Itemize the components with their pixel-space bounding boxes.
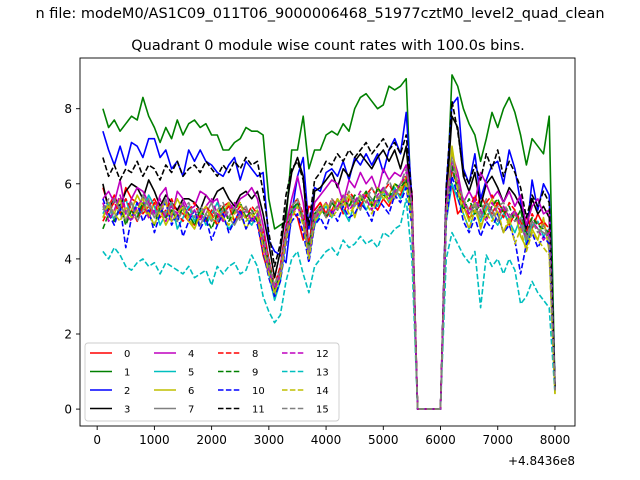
x-tick-label: 0 xyxy=(93,433,101,447)
plot-lines xyxy=(102,74,556,410)
series-line-10 xyxy=(102,175,556,410)
series-line-1 xyxy=(102,74,556,410)
legend-label-14: 14 xyxy=(316,386,329,397)
y-tick-label: 8 xyxy=(64,102,72,116)
legend-label-11: 11 xyxy=(252,405,265,416)
axes: 0 1000 2000 3000 4000 5000 6000 7000 8000 0 2 4 6 8 xyxy=(64,57,576,447)
x-tick-label: 2000 xyxy=(196,433,227,447)
legend-label-15: 15 xyxy=(316,405,329,416)
series-line-4 xyxy=(102,153,556,410)
x-tick-label: 6000 xyxy=(425,433,456,447)
series-line-3 xyxy=(102,115,556,410)
series-line-14 xyxy=(102,149,556,410)
legend-label-10: 10 xyxy=(252,386,265,397)
x-tick-label: 7000 xyxy=(482,433,513,447)
legend-label-13: 13 xyxy=(316,368,329,379)
x-tick-label: 5000 xyxy=(368,433,399,447)
x-tick-label: 4000 xyxy=(311,433,342,447)
legend-label-6: 6 xyxy=(188,386,194,397)
legend-label-3: 3 xyxy=(124,405,130,416)
legend-label-8: 8 xyxy=(252,349,258,360)
x-tick-label: 8000 xyxy=(540,433,571,447)
legend-label-0: 0 xyxy=(124,349,130,360)
legend-label-12: 12 xyxy=(316,349,329,360)
legend-label-4: 4 xyxy=(188,349,194,360)
series-line-13 xyxy=(102,198,556,410)
series-line-5 xyxy=(102,183,556,410)
series-line-15 xyxy=(102,156,556,410)
x-offset-label: +4.8436e8 xyxy=(508,454,575,468)
y-tick-label: 0 xyxy=(64,403,72,417)
x-tick-label: 3000 xyxy=(254,433,285,447)
y-tick-label: 4 xyxy=(64,252,72,266)
figure-suptitle: n file: modeM0/AS1C09_011T06_9000006468_… xyxy=(35,6,604,22)
legend-label-9: 9 xyxy=(252,368,258,379)
y-tick-label: 2 xyxy=(64,328,72,342)
legend-label-1: 1 xyxy=(124,368,130,379)
series-line-11 xyxy=(102,100,556,410)
legend-label-7: 7 xyxy=(188,405,194,416)
plot-frame xyxy=(79,57,576,427)
legend-box xyxy=(84,342,340,422)
x-tick-label: 1000 xyxy=(139,433,170,447)
legend-label-5: 5 xyxy=(188,368,194,379)
chart-title: Quadrant 0 module wise count rates with … xyxy=(131,38,525,54)
legend-label-2: 2 xyxy=(124,386,130,397)
y-tick-label: 6 xyxy=(64,177,72,191)
